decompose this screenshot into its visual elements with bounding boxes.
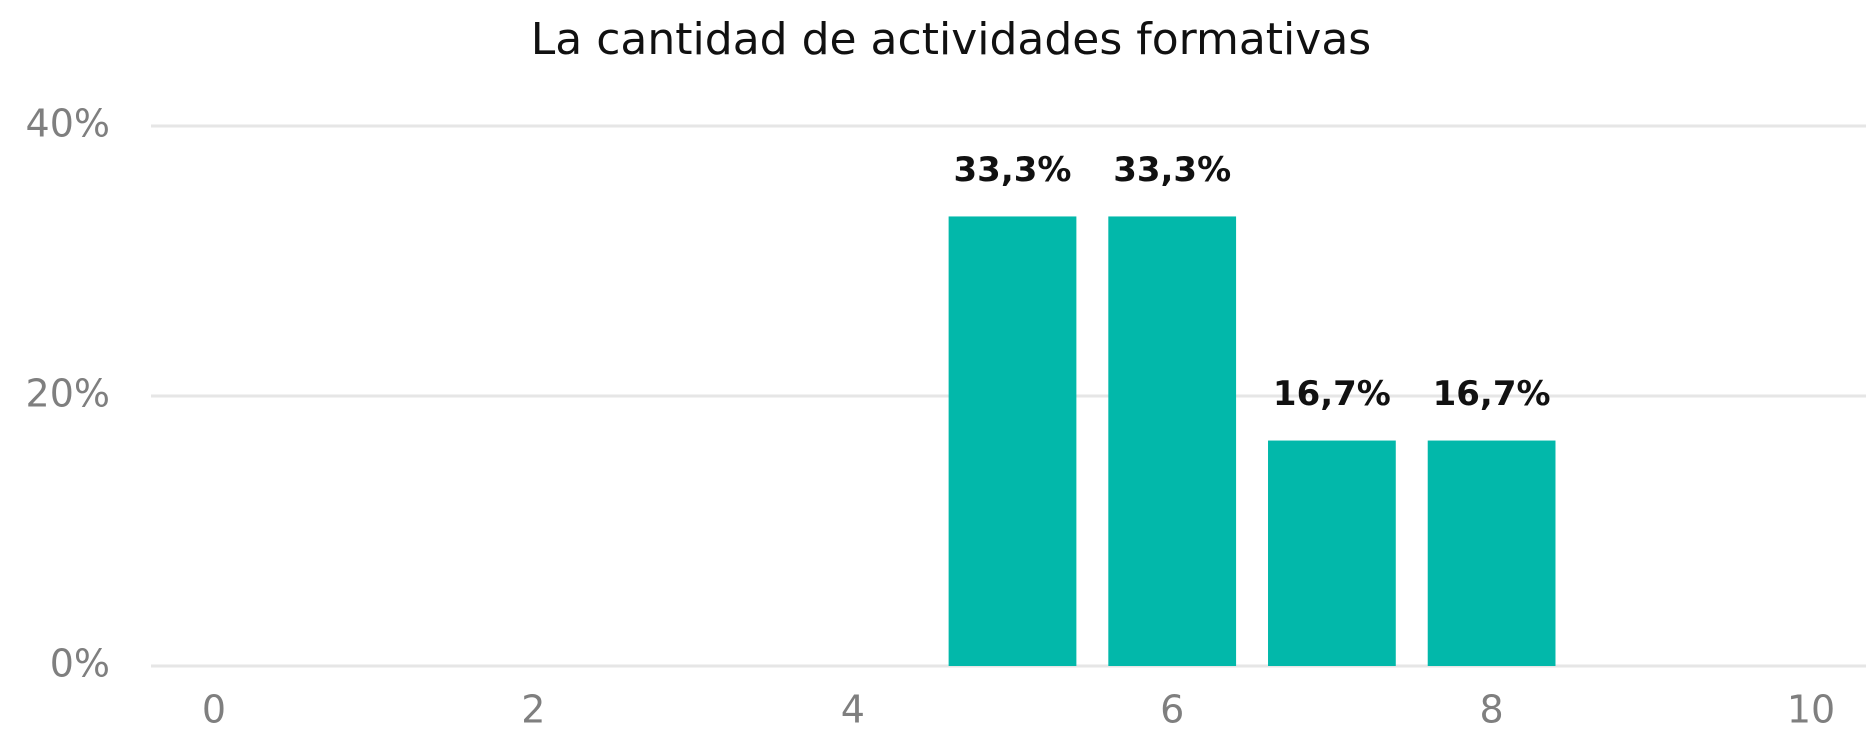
y-tick-label: 40% — [26, 102, 110, 146]
bar — [1108, 216, 1237, 666]
x-tick-label: 6 — [1160, 688, 1184, 732]
bar — [1427, 440, 1556, 666]
chart-title: La cantidad de actividades formativas — [531, 14, 1371, 65]
x-tick-label: 4 — [841, 688, 865, 732]
x-tick-label: 2 — [521, 688, 545, 732]
x-tick-label: 8 — [1480, 688, 1504, 732]
x-tick-label: 0 — [202, 688, 226, 732]
y-tick-label: 0% — [50, 642, 110, 686]
x-tick-label: 10 — [1787, 688, 1835, 732]
data-label: 16,7% — [1273, 374, 1391, 414]
data-label: 33,3% — [954, 150, 1072, 190]
data-label: 16,7% — [1433, 374, 1551, 414]
bar — [1268, 440, 1396, 666]
y-tick-label: 20% — [26, 372, 110, 416]
bar — [948, 216, 1077, 666]
data-label: 33,3% — [1113, 150, 1231, 190]
